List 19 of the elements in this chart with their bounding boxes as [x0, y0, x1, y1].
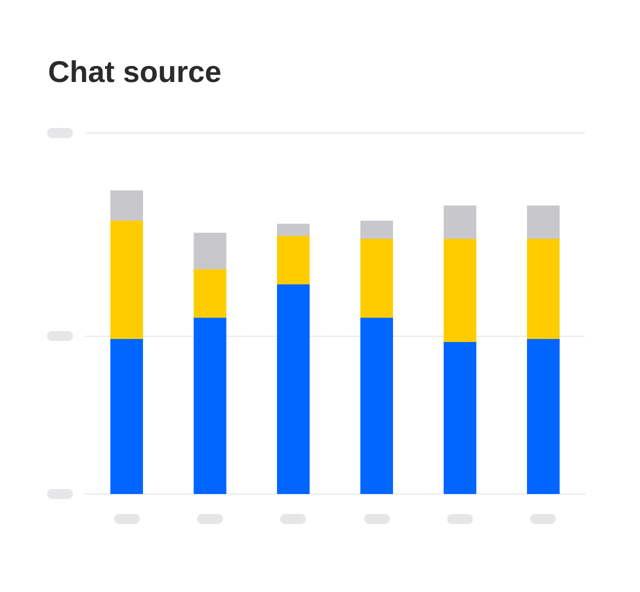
- bar: [110, 190, 143, 222]
- bar: [194, 318, 226, 494]
- bar: [360, 238, 393, 318]
- bar: [194, 232, 226, 270]
- bar: [444, 238, 476, 343]
- bar: [277, 224, 310, 236]
- bar: [527, 206, 560, 240]
- bar: [110, 338, 143, 494]
- chart-title: Chat source: [48, 56, 222, 90]
- bar: [277, 284, 310, 494]
- bar: [444, 206, 476, 240]
- bar: [360, 220, 393, 240]
- bar: [194, 269, 226, 318]
- bar: [277, 236, 310, 286]
- bar: [527, 238, 560, 340]
- bar: [444, 342, 476, 494]
- bar: [110, 220, 143, 340]
- bar: [527, 338, 560, 494]
- bar: [360, 318, 393, 494]
